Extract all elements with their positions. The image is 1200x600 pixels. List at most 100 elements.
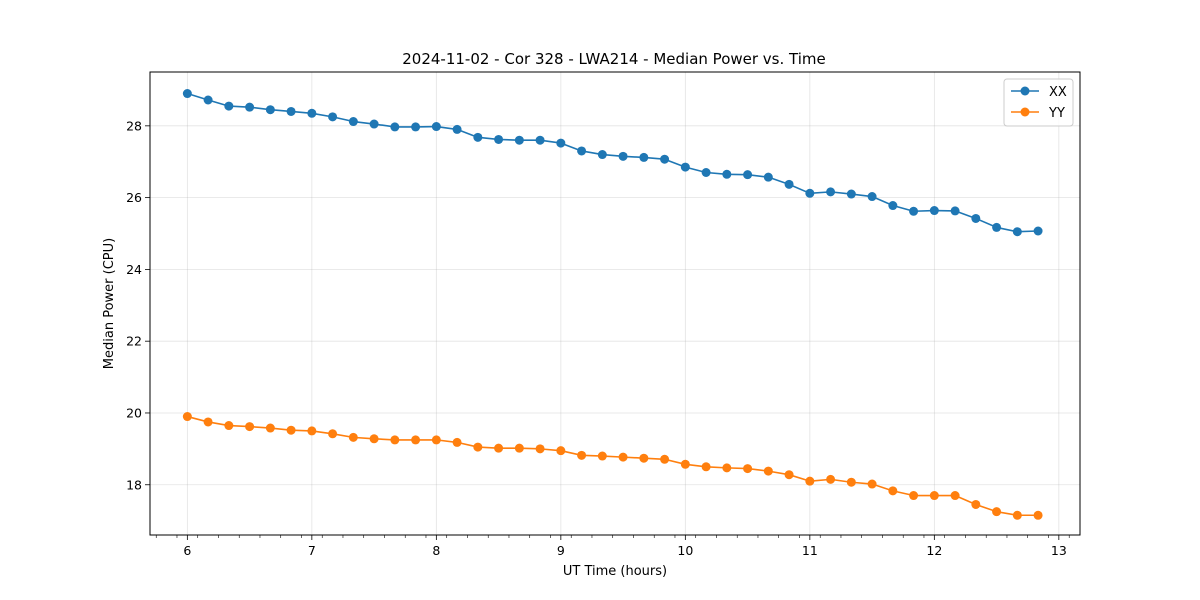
data-point-xx [514, 135, 524, 145]
data-point-xx [639, 152, 649, 162]
data-point-xx [743, 170, 753, 180]
legend-label-yy: YY [1048, 106, 1065, 121]
data-point-xx [888, 201, 898, 211]
legend-marker-xx [1020, 86, 1030, 96]
data-point-yy [888, 486, 898, 496]
x-tick-label: 6 [183, 543, 191, 558]
data-point-xx [763, 172, 773, 182]
data-point-xx [618, 151, 628, 161]
x-axis-label: UT Time (hours) [563, 564, 667, 579]
data-point-yy [224, 421, 234, 431]
data-point-xx [660, 154, 670, 164]
data-point-yy [992, 507, 1002, 517]
y-tick-label: 24 [126, 262, 142, 277]
data-point-xx [182, 89, 192, 99]
data-point-xx [245, 102, 255, 112]
data-point-yy [929, 491, 939, 501]
data-point-xx [971, 213, 981, 223]
data-point-yy [307, 426, 317, 436]
data-point-xx [846, 189, 856, 199]
data-point-yy [286, 425, 296, 435]
y-axis-label: Median Power (CPU) [102, 238, 117, 369]
data-point-xx [307, 108, 317, 118]
data-point-yy [826, 474, 836, 484]
data-point-yy [1012, 510, 1022, 520]
data-point-xx [452, 124, 462, 134]
data-point-yy [660, 454, 670, 464]
x-tick-label: 10 [677, 543, 693, 558]
data-point-xx [909, 206, 919, 216]
data-point-yy [639, 453, 649, 463]
data-point-yy [369, 434, 379, 444]
data-point-yy [182, 412, 192, 422]
data-point-xx [722, 169, 732, 179]
data-point-xx [577, 146, 587, 156]
data-point-yy [452, 437, 462, 447]
data-point-xx [929, 206, 939, 216]
data-point-yy [950, 491, 960, 501]
x-tick-label: 12 [926, 543, 942, 558]
data-point-yy [867, 479, 877, 489]
data-point-yy [597, 451, 607, 461]
plot-frame [149, 71, 1081, 536]
data-point-xx [556, 138, 566, 148]
data-point-xx [328, 112, 338, 122]
data-point-yy [411, 435, 421, 445]
data-point-yy [556, 446, 566, 456]
data-point-xx [369, 119, 379, 129]
data-point-yy [680, 459, 690, 469]
data-point-xx [701, 168, 711, 177]
data-point-xx [867, 192, 877, 202]
x-tick-label: 13 [1051, 543, 1067, 558]
y-tick-label: 26 [126, 190, 142, 205]
data-point-yy [846, 477, 856, 487]
data-point-yy [1033, 510, 1043, 520]
data-point-xx [286, 106, 296, 116]
data-point-yy [431, 435, 441, 445]
data-point-xx [265, 105, 275, 115]
data-point-xx [348, 117, 358, 127]
data-point-yy [701, 462, 711, 472]
legend-label-xx: XX [1049, 85, 1067, 100]
data-point-yy [473, 442, 483, 452]
x-tick-label: 7 [308, 543, 316, 558]
data-point-yy [514, 443, 524, 453]
series-yy [182, 412, 1043, 520]
data-point-xx [390, 122, 400, 132]
data-point-yy [348, 432, 358, 442]
x-tick-label: 11 [802, 543, 818, 558]
data-point-yy [743, 464, 753, 474]
legend-marker-yy [1020, 107, 1030, 117]
grid [150, 72, 1080, 535]
data-point-yy [577, 450, 587, 460]
series-layer [182, 89, 1043, 520]
data-point-yy [909, 491, 919, 501]
data-point-yy [265, 423, 275, 433]
data-point-xx [431, 122, 441, 132]
axis-ticks: 6 7 8 9 10 11 12 13 18 20 22 24 26 28 [126, 118, 1070, 558]
data-point-xx [680, 162, 690, 172]
y-tick-label: 22 [126, 334, 142, 349]
data-point-xx [1012, 227, 1022, 237]
x-tick-label: 8 [432, 543, 440, 558]
data-point-xx [1033, 226, 1043, 236]
data-point-yy [390, 435, 400, 445]
data-point-xx [950, 206, 960, 216]
data-point-xx [535, 135, 545, 145]
data-point-yy [784, 470, 794, 480]
data-point-xx [805, 188, 815, 198]
data-point-xx [784, 179, 794, 189]
data-point-xx [597, 150, 607, 160]
data-point-yy [722, 463, 732, 473]
data-point-yy [805, 476, 815, 486]
data-point-yy [203, 417, 213, 427]
legend: XX YY [1003, 78, 1074, 127]
chart-title: 2024-11-02 - Cor 328 - LWA214 - Median P… [402, 50, 826, 68]
y-tick-label: 28 [126, 118, 142, 133]
data-point-yy [618, 452, 628, 462]
x-tick-label: 9 [557, 543, 565, 558]
series-xx [182, 89, 1043, 237]
y-tick-label: 18 [126, 477, 142, 492]
data-point-yy [245, 422, 255, 432]
